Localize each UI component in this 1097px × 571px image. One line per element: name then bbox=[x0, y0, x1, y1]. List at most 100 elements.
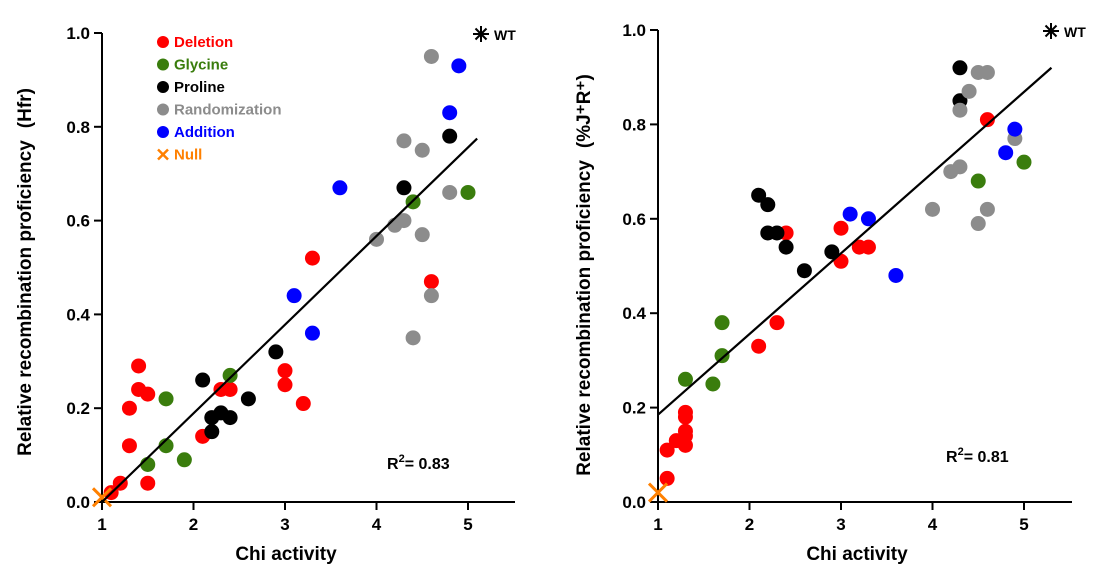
left-x-tick-label: 5 bbox=[463, 515, 472, 534]
right-point-deletion bbox=[659, 470, 675, 486]
left-x-tick-label: 3 bbox=[280, 515, 289, 534]
left-point-deletion bbox=[277, 377, 293, 393]
left-wt-label: WT bbox=[494, 27, 516, 43]
right-point-randomization bbox=[925, 201, 940, 217]
right-y-axis-title-main: Relative recombination proficiency bbox=[574, 160, 595, 476]
left-y-tick-label: 1.0 bbox=[66, 24, 90, 43]
right-y-tick-label: 0.6 bbox=[622, 210, 646, 229]
left-y-tick-label: 0.6 bbox=[66, 212, 90, 231]
right-point-null bbox=[647, 482, 669, 503]
left-point-glycine bbox=[460, 184, 476, 200]
right-y-tick-label: 0.0 bbox=[622, 493, 646, 512]
left-point-deletion bbox=[140, 386, 156, 402]
left-point-proline bbox=[222, 410, 238, 426]
right-point-proline bbox=[769, 225, 785, 241]
left-y-axis-title: Relative recombination proficiency (Hfr) bbox=[15, 88, 36, 456]
right-r2-sup: 2 bbox=[958, 446, 964, 458]
right-point-proline bbox=[952, 60, 968, 76]
left-point-randomization bbox=[423, 288, 439, 304]
right-point-proline bbox=[796, 263, 812, 279]
right-y-tick-label: 0.4 bbox=[622, 304, 646, 323]
left-point-proline bbox=[268, 344, 284, 360]
left-point-proline bbox=[442, 128, 458, 144]
right-point-glycine bbox=[705, 376, 721, 392]
right-point-glycine bbox=[714, 348, 730, 364]
right-wt-marker: WT bbox=[1043, 23, 1086, 40]
legend-label-glycine: Glycine bbox=[174, 57, 228, 74]
left-point-randomization bbox=[414, 142, 430, 158]
right-point-deletion bbox=[659, 442, 675, 458]
legend-label-null: Null bbox=[174, 147, 202, 164]
right-r2-rest: = 0.81 bbox=[964, 449, 1009, 466]
right-wt-asterisk-icon bbox=[1043, 23, 1059, 39]
left-point-addition bbox=[332, 180, 348, 196]
left-r2-annotation: R2= 0.83 bbox=[387, 453, 450, 473]
left-point-deletion bbox=[423, 274, 439, 290]
left-wt-asterisk-icon bbox=[473, 26, 489, 42]
left-point-randomization bbox=[396, 133, 412, 149]
right-y-axis-title: Relative recombination proficiency (%J⁺R⁺… bbox=[574, 74, 595, 476]
left-r2-rest: = 0.83 bbox=[405, 456, 450, 473]
right-point-proline bbox=[824, 244, 840, 260]
left-point-proline bbox=[204, 424, 220, 440]
legend-marker-deletion bbox=[157, 36, 169, 48]
right-x-tick-label: 1 bbox=[653, 515, 662, 534]
legend-marker-null bbox=[157, 148, 169, 161]
left-point-randomization bbox=[442, 184, 458, 200]
left-point-randomization bbox=[414, 227, 430, 243]
right-wt-label: WT bbox=[1064, 24, 1086, 40]
right-x-tick-label: 3 bbox=[836, 515, 845, 534]
right-x-tick-label: 5 bbox=[1019, 515, 1028, 534]
left-point-deletion bbox=[277, 363, 293, 379]
left-point-proline bbox=[240, 391, 256, 407]
right-point-deletion bbox=[769, 315, 785, 331]
right-point-randomization bbox=[952, 159, 968, 175]
left-point-glycine bbox=[222, 367, 238, 383]
right-point-randomization bbox=[970, 216, 986, 232]
right-point-randomization bbox=[979, 201, 995, 217]
right-point-addition bbox=[888, 267, 904, 283]
right-regression-line bbox=[657, 66, 1053, 416]
left-y-tick-label: 0.2 bbox=[66, 399, 90, 418]
right-x-tick-label: 4 bbox=[928, 515, 938, 534]
right-y-tick-label: 0.8 bbox=[622, 115, 646, 134]
legend-marker-randomization bbox=[157, 103, 169, 116]
left-x-tick-label: 2 bbox=[189, 515, 198, 534]
right-point-addition bbox=[1007, 121, 1023, 137]
left-point-deletion bbox=[295, 396, 311, 412]
left-x-tick-label: 4 bbox=[372, 515, 382, 534]
left-point-randomization bbox=[405, 330, 421, 346]
legend-label-proline: Proline bbox=[174, 79, 225, 96]
left-point-randomization bbox=[396, 213, 412, 229]
right-point-randomization bbox=[979, 64, 995, 80]
right-y-tick-label: 0.2 bbox=[622, 399, 646, 418]
left-point-proline bbox=[396, 180, 412, 196]
left-point-deletion bbox=[131, 358, 147, 374]
left-point-glycine bbox=[158, 391, 174, 407]
right-r2-annotation: R2= 0.81 bbox=[946, 446, 1009, 466]
left-point-deletion bbox=[121, 438, 137, 454]
legend-marker-glycine bbox=[157, 58, 169, 71]
left-point-randomization bbox=[369, 231, 384, 247]
right-point-deletion bbox=[677, 423, 693, 439]
right-point-glycine bbox=[1016, 154, 1032, 170]
left-point-addition bbox=[304, 325, 320, 341]
left-point-proline bbox=[195, 372, 211, 388]
legend-marker-addition bbox=[157, 126, 169, 138]
right-x-tick-label: 2 bbox=[745, 515, 754, 534]
right-point-deletion bbox=[751, 338, 767, 354]
left-y-tick-label: 0.4 bbox=[66, 305, 90, 324]
left-legend: Deletion Glycine Proline Randomization Addit… bbox=[157, 34, 282, 164]
right-point-randomization bbox=[952, 102, 968, 118]
left-point-addition bbox=[286, 288, 302, 304]
left-plot-area: 0.0 0.2 0.4 0.6 0.8 1.0 1 2 3 4 5 bbox=[66, 24, 515, 534]
left-point-deletion bbox=[121, 400, 137, 416]
legend-label-addition: Addition bbox=[174, 124, 235, 141]
left-y-axis-title-unit: (Hfr) bbox=[15, 88, 36, 128]
left-y-tick-label: 0.8 bbox=[66, 118, 90, 137]
right-point-deletion bbox=[677, 404, 693, 420]
left-point-randomization bbox=[423, 48, 439, 64]
right-r2-base: R bbox=[946, 449, 958, 466]
left-wt-marker: WT bbox=[473, 26, 516, 43]
